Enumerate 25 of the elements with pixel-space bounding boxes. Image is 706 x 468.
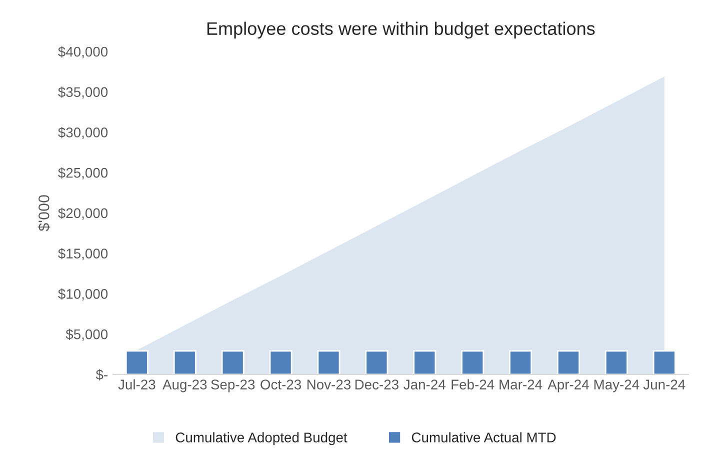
y-tick-label: $30,000 [58,126,108,140]
y-tick-label: $20,000 [58,208,108,220]
x-tick-label: Oct-23 [260,380,302,390]
y-tick-label: $40,000 [58,46,108,58]
x-tick-label: Sep-23 [211,380,255,392]
y-axis-title: $'000 [38,195,50,232]
legend-label: Cumulative Actual MTD [412,432,556,442]
x-tick-label: Mar-24 [500,380,542,390]
x-tick-label: May-24 [594,380,640,392]
x-tick-label: Jan-24 [404,380,446,390]
x-tick-label: Jul-23 [118,379,156,390]
x-tick-label: Feb-24 [452,379,494,390]
legend-label: Cumulative Adopted Budget [176,432,348,446]
y-tick-label: $5,000 [66,328,108,341]
x-tick-label: Nov-23 [307,380,351,390]
y-tick-label: $- [96,369,108,380]
y-tick-label: $25,000 [58,167,108,180]
x-tick-label: Aug-23 [162,380,207,392]
chart-title: Employee costs were within budget expectations [207,22,595,39]
x-tick-label: Apr-24 [548,380,589,392]
y-tick-label: $35,000 [58,86,108,99]
x-tick-label: Jun-24 [643,380,686,390]
x-tick-label: Dec-23 [355,380,398,390]
y-tick-label: $10,000 [58,288,108,300]
y-tick-label: $15,000 [58,248,108,260]
